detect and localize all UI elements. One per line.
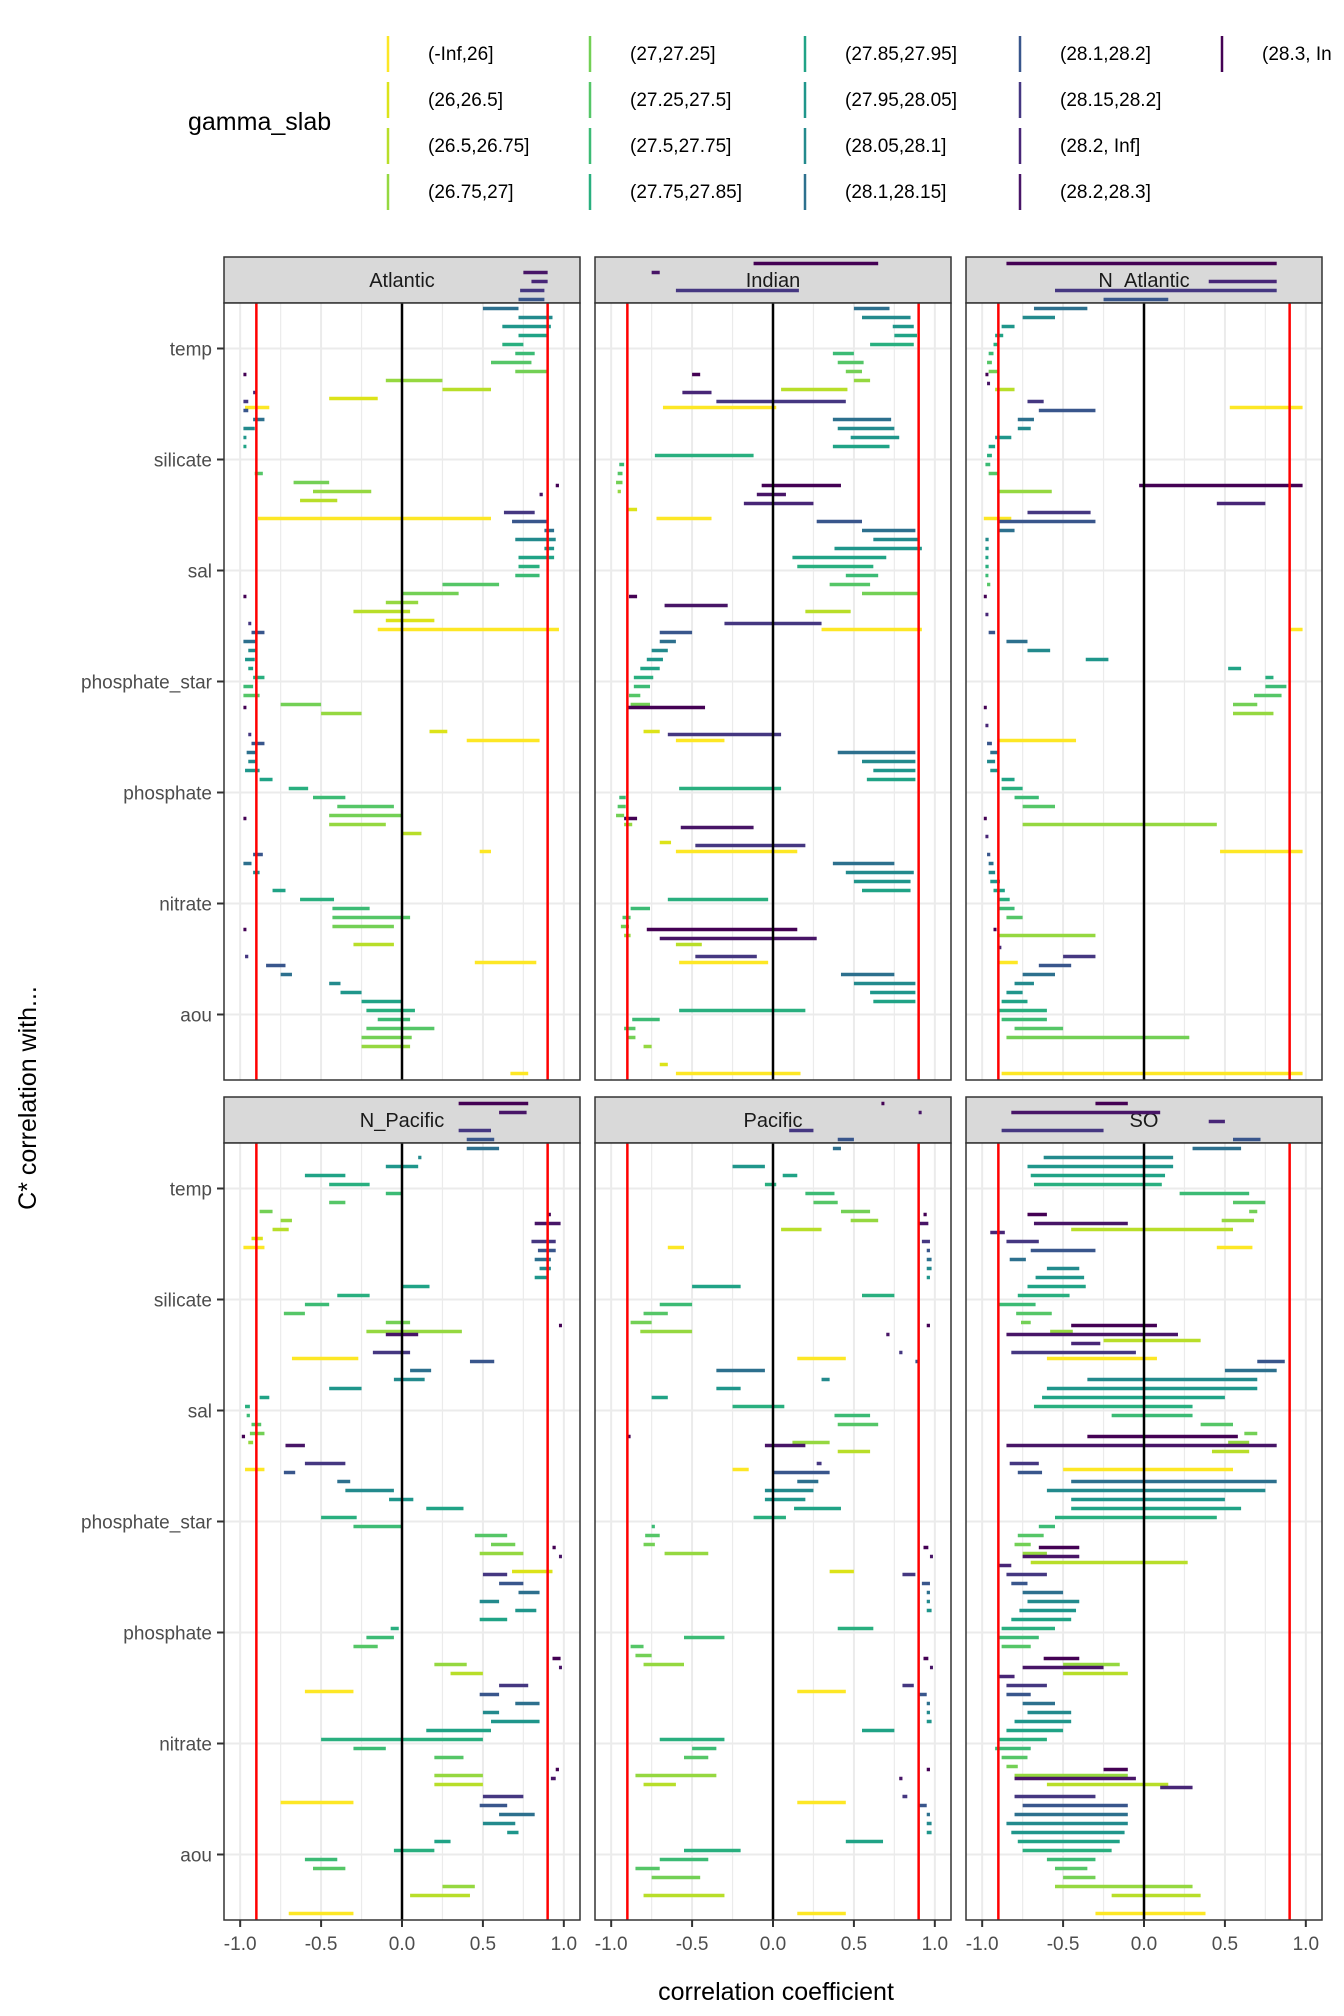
y-axis-title: C* correlation with... — [14, 986, 42, 1210]
legend-entry: (27.85,27.95] — [803, 36, 957, 72]
legend-label: (-Inf,26] — [428, 44, 493, 65]
legend-entry: (26.75,27] — [386, 174, 514, 210]
legend-entry: (28.15,28.2] — [1018, 82, 1161, 118]
y-tick-label: temp — [170, 1180, 212, 1201]
panel-border — [223, 302, 581, 1081]
legend-label: (27.85,27.95] — [845, 44, 957, 65]
y-tick-label: phosphate_star — [81, 673, 213, 694]
legend-label: (28.05,28.1] — [845, 136, 946, 157]
x-tick-label: -0.5 — [1047, 1934, 1080, 1955]
legend-label: (27.5,27.75] — [630, 136, 731, 157]
y-tick-label: silicate — [154, 451, 212, 472]
x-tick-label: 0.5 — [470, 1934, 496, 1955]
legend-entry: (27,27.25] — [588, 36, 716, 72]
legend-entry: (28.3, In — [1220, 36, 1332, 72]
panel-atlantic: Atlantic temp silicate sal phosphate_starpho… — [81, 256, 581, 1081]
legend-entry: (28.1,28.15] — [803, 174, 946, 210]
y-tick-label: phosphate — [123, 784, 212, 805]
x-tick-label: -1.0 — [595, 1934, 628, 1955]
strip-label: N_Pacific — [360, 1110, 444, 1132]
x-tick-label: -1.0 — [224, 1934, 257, 1955]
y-tick-label: nitrate — [159, 1735, 212, 1756]
x-tick-label: 0.0 — [760, 1934, 786, 1955]
panel-so: SO -1.0 -0.5 0.0 0.5 1.0 — [965, 1096, 1323, 1955]
x-tick-label: 1.0 — [551, 1934, 577, 1955]
legend-entry: (28.05,28.1] — [803, 128, 946, 164]
legend-label: (27.25,27.5] — [630, 90, 731, 111]
legend-label: (26.75,27] — [428, 182, 514, 203]
panel-pacific: Pacific -1.0 -0.5 0.0 0.5 1.0 — [594, 1096, 952, 1955]
y-tick-label: phosphate — [123, 1624, 212, 1645]
legend-label: (26.5,26.75] — [428, 136, 529, 157]
panel-indian: Indian — [594, 256, 952, 1081]
y-tick-label: sal — [188, 1402, 212, 1423]
legend-entry: (27.25,27.5] — [588, 82, 731, 118]
legend-label: (27.75,27.85] — [630, 182, 742, 203]
legend-label: (26,26.5] — [428, 90, 503, 111]
legend-entry: (-Inf,26] — [386, 36, 493, 72]
strip-label: SO — [1130, 1110, 1159, 1132]
x-tick-label: -0.5 — [676, 1934, 709, 1955]
legend-label: (27.95,28.05] — [845, 90, 957, 111]
legend-entry: (26,26.5] — [386, 82, 503, 118]
legend-label: (28.2, Inf] — [1060, 136, 1140, 157]
x-axis-title: correlation coefficient — [658, 1978, 894, 2006]
y-tick-label: nitrate — [159, 895, 212, 916]
x-tick-label: -1.0 — [966, 1934, 999, 1955]
x-tick-label: 0.5 — [1212, 1934, 1238, 1955]
y-tick-label: silicate — [154, 1291, 212, 1312]
x-tick-label: 1.0 — [922, 1934, 948, 1955]
legend-label: (27,27.25] — [630, 44, 716, 65]
strip-label: Pacific — [744, 1110, 803, 1132]
panel-n_atlantic: N_Atlantic — [965, 256, 1323, 1081]
strip-label: N_Atlantic — [1098, 270, 1189, 292]
legend-title: gamma_slab — [188, 108, 331, 136]
legend-label: (28.1,28.2] — [1060, 44, 1151, 65]
legend-entry: (28.1,28.2] — [1018, 36, 1151, 72]
legend-entry: (28.2,28.3] — [1018, 174, 1151, 210]
legend: gamma_slab (-Inf,26] (26,26.5] (26.5,26.75… — [188, 36, 1332, 210]
strip-label: Atlantic — [369, 270, 435, 292]
x-tick-label: -0.5 — [305, 1934, 338, 1955]
x-tick-label: 0.5 — [841, 1934, 867, 1955]
panel-border — [594, 302, 952, 1081]
y-tick-label: aou — [180, 1006, 212, 1027]
strip-background — [223, 256, 581, 304]
legend-entry: (27.5,27.75] — [588, 128, 731, 164]
legend-label: (28.1,28.15] — [845, 182, 946, 203]
legend-entry: (28.2, Inf] — [1018, 128, 1140, 164]
legend-label: (28.15,28.2] — [1060, 90, 1161, 111]
x-tick-label: 0.0 — [1131, 1934, 1157, 1955]
x-tick-label: 1.0 — [1293, 1934, 1319, 1955]
strip-background — [965, 1096, 1323, 1144]
y-tick-label: aou — [180, 1846, 212, 1867]
y-tick-label: sal — [188, 562, 212, 583]
legend-entry: (27.95,28.05] — [803, 82, 957, 118]
panel-border — [965, 302, 1323, 1081]
y-tick-label: temp — [170, 340, 212, 361]
x-tick-label: 0.0 — [389, 1934, 415, 1955]
legend-entry: (26.5,26.75] — [386, 128, 529, 164]
strip-label: Indian — [746, 270, 801, 292]
legend-label: (28.2,28.3] — [1060, 182, 1151, 203]
legend-label: (28.3, In — [1262, 44, 1332, 65]
legend-entry: (27.75,27.85] — [588, 174, 742, 210]
y-tick-label: phosphate_star — [81, 1513, 213, 1534]
